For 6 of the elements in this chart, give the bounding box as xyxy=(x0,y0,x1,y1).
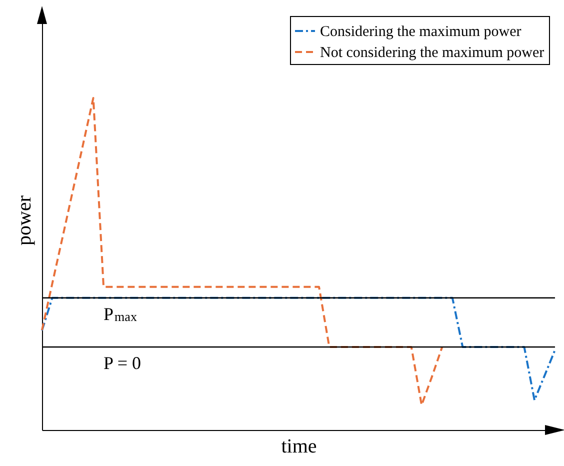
x-axis-title: time xyxy=(281,436,317,458)
ref-line-label: P = 0 xyxy=(104,352,142,373)
y-axis-title: power xyxy=(14,195,36,246)
legend-label: Considering the maximum power xyxy=(320,24,522,40)
legend-label: Not considering the maximum power xyxy=(320,45,544,61)
ref-line-label: Pmax xyxy=(104,304,138,324)
